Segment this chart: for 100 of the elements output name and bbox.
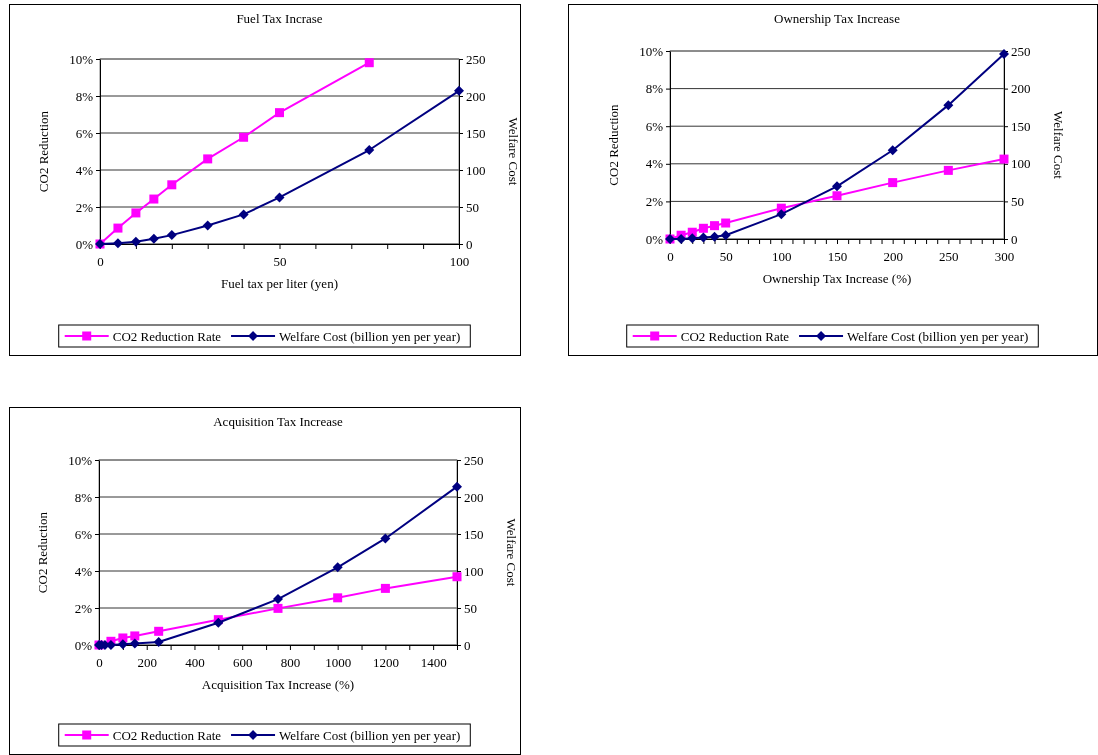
y2-tick-label: 100 xyxy=(466,162,486,178)
x-tick-label: 300 xyxy=(994,249,1015,265)
point xyxy=(721,218,731,228)
y-tick-label: 10% xyxy=(69,51,94,67)
y2-tick-label: 50 xyxy=(1011,194,1024,210)
point xyxy=(275,108,284,118)
chart-title: Acquisition Tax Increase xyxy=(213,414,343,429)
y2-tick-label: 0 xyxy=(464,637,471,653)
y2-axis-title: Welfare Cost xyxy=(504,518,520,587)
y2-tick-label: 150 xyxy=(1011,118,1031,134)
y2-tick-label: 150 xyxy=(466,125,486,141)
point xyxy=(148,233,159,244)
y2-tick-label: 0 xyxy=(1011,231,1018,247)
x-tick-label: 100 xyxy=(449,254,470,270)
y-tick-label: 2% xyxy=(75,199,94,215)
point xyxy=(999,154,1009,164)
y2-axis-title: Welfare Cost xyxy=(1051,111,1067,180)
point xyxy=(720,230,731,241)
x-tick-label: 100 xyxy=(772,249,792,265)
point xyxy=(153,637,164,648)
legend-label: CO2 Reduction Rate xyxy=(680,328,790,344)
x-tick-label: 600 xyxy=(232,655,253,671)
point xyxy=(112,238,123,249)
x-tick-label: 0 xyxy=(667,249,674,265)
x-tick-label: 150 xyxy=(827,249,848,265)
point xyxy=(454,85,464,96)
point xyxy=(130,631,140,641)
point xyxy=(203,154,213,164)
x-tick-label: 200 xyxy=(137,655,157,671)
y2-tick-label: 250 xyxy=(1011,43,1031,59)
point xyxy=(709,231,720,242)
point xyxy=(380,533,391,544)
point xyxy=(698,232,709,243)
point xyxy=(380,583,390,593)
x-tick-label: 250 xyxy=(939,249,959,265)
y2-tick-label: 200 xyxy=(464,489,484,505)
point xyxy=(113,223,123,233)
y-tick-label: 6% xyxy=(645,118,664,134)
point xyxy=(832,181,842,192)
point xyxy=(332,562,343,573)
point xyxy=(238,209,249,220)
point xyxy=(167,180,177,190)
point xyxy=(452,572,462,582)
y-tick-label: 10% xyxy=(68,452,93,468)
y-tick-label: 6% xyxy=(74,526,93,542)
x-axis-title: Ownership Tax Increase (%) xyxy=(762,271,912,286)
y-tick-label: 8% xyxy=(645,81,664,97)
point xyxy=(273,594,283,605)
point xyxy=(333,593,343,603)
x-tick-label: 0 xyxy=(96,655,103,671)
x-tick-label: 50 xyxy=(273,254,287,270)
y-tick-label: 4% xyxy=(645,156,664,172)
y2-tick-label: 100 xyxy=(1011,156,1031,172)
y2-tick-label: 50 xyxy=(466,199,479,215)
point xyxy=(999,49,1009,60)
y2-axis-title: Welfare Cost xyxy=(506,117,522,186)
y2-tick-label: 100 xyxy=(464,563,484,579)
legend-label: Welfare Cost (billion yen per year) xyxy=(847,328,1029,344)
x-tick-label: 800 xyxy=(280,655,301,671)
y-tick-label: 0% xyxy=(645,231,664,247)
point xyxy=(166,230,177,241)
point xyxy=(129,638,140,649)
point xyxy=(687,233,698,244)
point xyxy=(202,220,213,231)
y2-tick-label: 250 xyxy=(466,51,486,67)
y-tick-label: 2% xyxy=(645,194,664,210)
y-tick-label: 8% xyxy=(75,88,94,104)
y-axis-title: CO2 Reduction xyxy=(35,110,51,193)
point xyxy=(676,234,687,244)
point xyxy=(710,221,720,231)
chart-title: Fuel Tax Incrase xyxy=(236,11,323,26)
y2-tick-label: 200 xyxy=(1011,81,1031,97)
x-tick-label: 1400 xyxy=(420,655,447,671)
point xyxy=(239,132,249,142)
x-tick-label: 1200 xyxy=(372,655,399,671)
x-tick-label: 200 xyxy=(883,249,903,265)
x-tick-label: 400 xyxy=(185,655,205,671)
point xyxy=(698,223,708,233)
x-axis-title: Acquisition Tax Increase (%) xyxy=(201,677,355,692)
x-axis-title: Fuel tax per liter (yen) xyxy=(221,276,338,291)
point xyxy=(130,236,141,247)
y-tick-label: 4% xyxy=(74,563,93,579)
legend-label: Welfare Cost (billion yen per year) xyxy=(279,328,461,344)
point xyxy=(117,639,128,650)
y2-tick-label: 50 xyxy=(464,600,477,616)
y-tick-label: 0% xyxy=(74,637,93,653)
y2-tick-label: 150 xyxy=(464,526,484,542)
x-tick-label: 1000 xyxy=(325,655,352,671)
legend-label: CO2 Reduction Rate xyxy=(112,727,222,743)
chart-title: Ownership Tax Increase xyxy=(774,11,901,26)
point xyxy=(149,194,159,204)
point xyxy=(832,191,842,201)
y2-tick-label: 200 xyxy=(466,88,486,104)
point xyxy=(131,208,141,218)
point xyxy=(888,178,898,188)
y-tick-label: 0% xyxy=(75,236,94,252)
point xyxy=(273,603,283,613)
x-tick-label: 50 xyxy=(719,249,733,265)
y-axis-title: CO2 Reduction xyxy=(605,103,621,186)
x-tick-label: 0 xyxy=(97,254,104,270)
